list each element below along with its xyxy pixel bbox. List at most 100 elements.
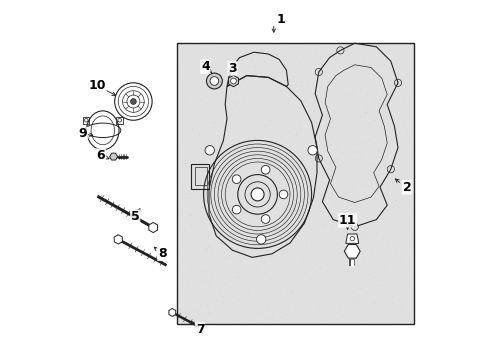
Point bbox=[304, 82, 312, 88]
Point bbox=[250, 130, 258, 136]
Circle shape bbox=[251, 188, 264, 201]
Point bbox=[230, 230, 238, 235]
Point bbox=[184, 121, 192, 127]
Point bbox=[368, 301, 375, 306]
Point bbox=[314, 111, 321, 116]
Point bbox=[406, 167, 414, 173]
Point bbox=[194, 308, 201, 314]
Point bbox=[374, 282, 382, 287]
Point bbox=[403, 70, 411, 76]
Point bbox=[319, 165, 327, 171]
Point bbox=[323, 81, 331, 87]
Point bbox=[383, 240, 391, 246]
Point bbox=[358, 174, 366, 180]
Point bbox=[302, 221, 310, 227]
Point bbox=[247, 181, 255, 187]
Point bbox=[367, 291, 375, 297]
Point bbox=[258, 207, 266, 212]
Point bbox=[303, 155, 311, 161]
Point bbox=[193, 265, 200, 271]
Point bbox=[242, 204, 249, 210]
Point bbox=[211, 302, 219, 308]
Point bbox=[357, 235, 365, 241]
Point bbox=[277, 89, 285, 94]
Point bbox=[315, 307, 322, 313]
Point bbox=[404, 209, 412, 215]
Point bbox=[200, 256, 208, 261]
Point bbox=[304, 108, 312, 114]
Point bbox=[405, 272, 413, 278]
Point bbox=[259, 107, 267, 113]
Point bbox=[386, 224, 393, 230]
Point bbox=[363, 197, 370, 203]
Point bbox=[197, 163, 205, 169]
Point bbox=[268, 93, 275, 99]
Point bbox=[256, 186, 264, 192]
Point bbox=[222, 274, 230, 280]
Point bbox=[408, 244, 416, 250]
Point bbox=[279, 100, 287, 106]
Point bbox=[300, 241, 308, 247]
Point bbox=[221, 188, 229, 194]
Point bbox=[250, 181, 258, 187]
Point bbox=[235, 284, 243, 289]
Point bbox=[356, 62, 364, 67]
Point bbox=[350, 254, 358, 260]
Point bbox=[231, 315, 239, 321]
Point bbox=[362, 98, 370, 104]
Point bbox=[204, 206, 212, 212]
Point bbox=[379, 226, 387, 232]
Point bbox=[308, 270, 316, 276]
Point bbox=[292, 130, 299, 135]
Point bbox=[307, 89, 315, 95]
Point bbox=[266, 272, 273, 278]
Point bbox=[370, 140, 378, 145]
Point bbox=[367, 252, 375, 258]
Point bbox=[407, 58, 415, 64]
Point bbox=[205, 292, 213, 297]
Point bbox=[359, 258, 367, 264]
Point bbox=[252, 122, 260, 128]
Point bbox=[341, 262, 348, 268]
Point bbox=[245, 114, 253, 120]
Point bbox=[245, 287, 253, 292]
Point bbox=[403, 167, 411, 173]
Point bbox=[286, 73, 294, 79]
Point bbox=[390, 59, 397, 65]
Point bbox=[293, 129, 301, 135]
Point bbox=[282, 312, 290, 318]
Point bbox=[221, 218, 229, 224]
Point bbox=[187, 252, 195, 257]
Point bbox=[366, 48, 373, 54]
Point bbox=[180, 291, 188, 297]
Point bbox=[185, 154, 193, 159]
Point bbox=[363, 225, 370, 231]
Point bbox=[230, 70, 238, 76]
Point bbox=[379, 90, 387, 95]
Point bbox=[318, 223, 326, 229]
Point bbox=[356, 66, 364, 72]
Point bbox=[311, 119, 319, 125]
Point bbox=[272, 178, 280, 184]
Point bbox=[267, 253, 274, 259]
Point bbox=[214, 203, 221, 209]
Point bbox=[340, 293, 348, 299]
Point bbox=[305, 300, 313, 306]
Point bbox=[343, 158, 351, 164]
Point bbox=[383, 116, 391, 122]
Point bbox=[235, 108, 243, 114]
Point bbox=[358, 164, 366, 170]
Point bbox=[342, 135, 349, 141]
Point bbox=[183, 277, 191, 283]
Point bbox=[384, 238, 392, 244]
Point bbox=[305, 58, 313, 63]
Point bbox=[245, 64, 253, 70]
Point bbox=[293, 179, 300, 185]
Point bbox=[225, 107, 233, 112]
Point bbox=[338, 293, 345, 299]
Point bbox=[357, 87, 365, 93]
Point bbox=[257, 319, 265, 325]
Point bbox=[316, 48, 324, 53]
Point bbox=[206, 86, 214, 91]
Point bbox=[319, 280, 327, 285]
